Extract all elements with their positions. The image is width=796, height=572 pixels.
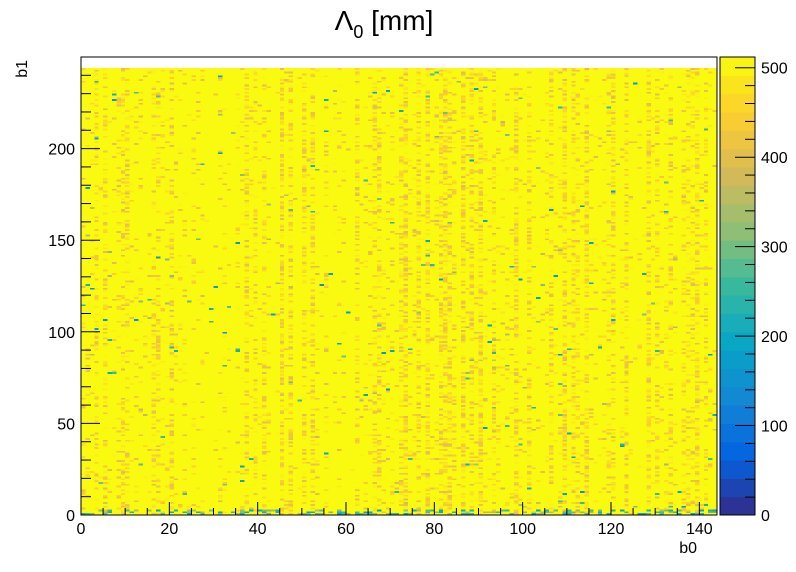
x-tick-label: 0 — [77, 521, 86, 538]
color-bar-band — [720, 460, 755, 479]
y-axis-label: b1 — [14, 60, 31, 78]
color-bar-band — [720, 350, 755, 369]
chart-title-suffix: [mm] — [363, 5, 433, 36]
color-bar-band — [720, 240, 755, 260]
chart-title-subscript: 0 — [353, 22, 363, 42]
x-tick-label: 140 — [686, 521, 713, 538]
x-axis-label: b0 — [679, 540, 697, 557]
y-tick-label: 0 — [66, 508, 75, 525]
color-bar-tick-label: 0 — [761, 508, 770, 525]
x-tick-label: 100 — [509, 521, 536, 538]
plot-area — [80, 56, 718, 516]
x-tick-label: 80 — [425, 521, 443, 538]
color-bar-band — [720, 111, 755, 131]
x-tick-label: 60 — [337, 521, 355, 538]
color-bar-band — [720, 148, 755, 168]
color-bar-band — [720, 203, 755, 223]
heatmap-cells — [81, 57, 717, 515]
y-axis: 0 50 100 150 200 — [48, 56, 100, 525]
color-bar-tick-label: 400 — [761, 150, 788, 167]
color-bar-axis: 0 100 200 300 400 500 — [735, 61, 788, 525]
color-bar-band — [720, 423, 755, 443]
color-bar-band — [720, 75, 755, 95]
color-bar-tick-label: 100 — [761, 419, 788, 436]
x-tick-label: 120 — [598, 521, 625, 538]
color-bar-band — [720, 478, 755, 498]
color-bar-band — [720, 221, 755, 241]
y-tick-label: 200 — [48, 142, 75, 159]
color-bar-band — [720, 295, 755, 314]
color-bar-band — [720, 93, 755, 113]
chart-title-main: Λ — [335, 5, 354, 36]
color-bar — [719, 56, 756, 516]
color-bar-tick-label: 300 — [761, 240, 788, 257]
color-bar-band — [720, 331, 755, 351]
color-bar-band — [720, 57, 755, 76]
color-bar-tick-label: 200 — [761, 329, 788, 346]
x-tick-label: 20 — [160, 521, 178, 538]
y-tick-label: 150 — [48, 233, 75, 250]
color-bar-tick-label: 500 — [761, 61, 788, 78]
color-bar-band — [720, 185, 755, 205]
color-bar-band — [720, 405, 755, 424]
color-bar-band — [720, 130, 755, 150]
x-tick-label: 40 — [249, 521, 267, 538]
color-bar-band — [720, 313, 755, 333]
color-bar-band — [720, 258, 755, 278]
chart-title: Λ0 [mm] — [335, 5, 434, 42]
color-bar-band — [720, 441, 755, 461]
x-axis: 0 20 40 60 80 100 120 140 — [77, 502, 717, 538]
y-tick-label: 100 — [48, 325, 75, 342]
y-tick-label: 50 — [57, 416, 75, 433]
color-bar-band — [720, 276, 755, 296]
color-bar-band — [720, 496, 755, 516]
color-bar-band — [720, 386, 755, 406]
color-bar-band — [720, 166, 755, 186]
color-bar-band — [720, 368, 755, 388]
